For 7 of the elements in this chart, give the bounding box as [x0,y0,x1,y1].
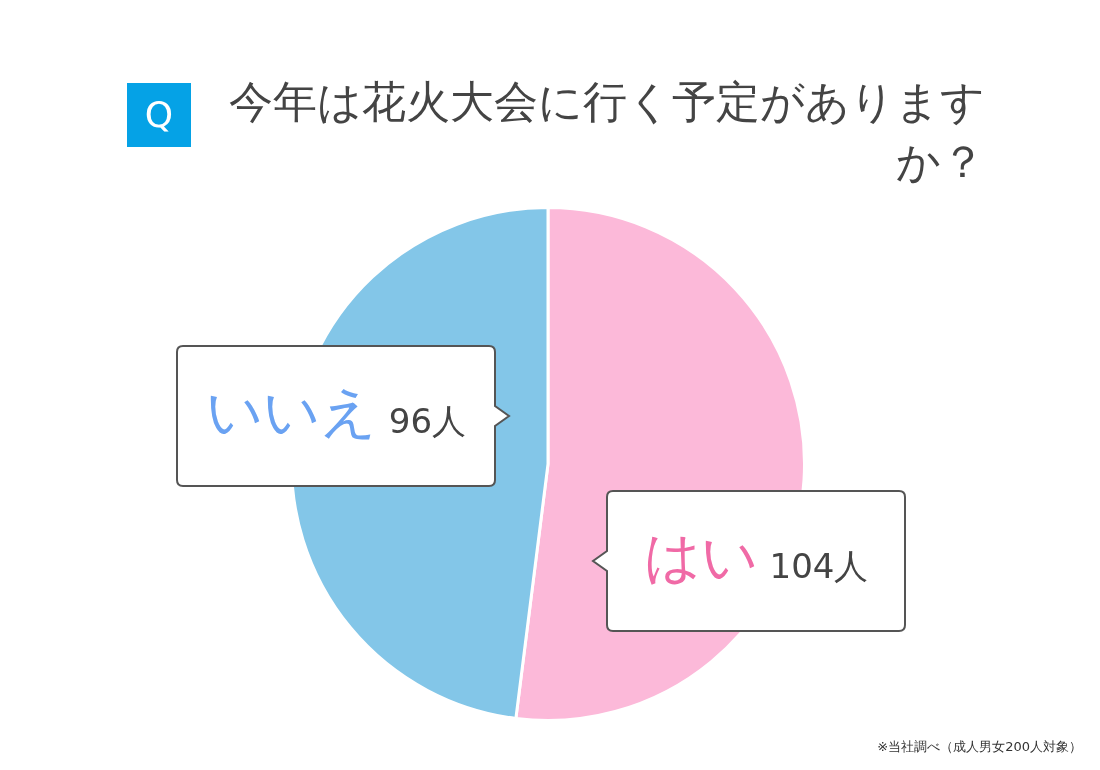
chart-title: 今年は花火大会に行く予定がありますか？ [228,75,985,189]
slice-label: いいえ [205,378,377,444]
slice-label: はい [643,523,758,589]
text: ※当社調べ（成人男女200人対象） [877,738,1082,756]
data-label: 96人 [388,400,467,441]
text: Q [127,83,191,147]
data-label: 104人 [769,545,869,586]
